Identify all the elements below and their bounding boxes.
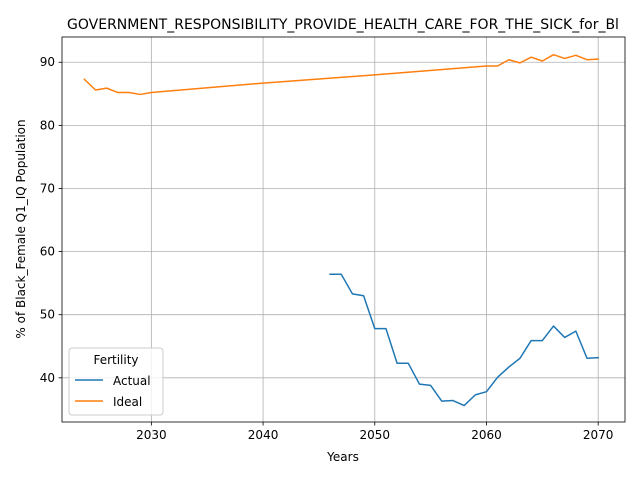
chart-title: GOVERNMENT_RESPONSIBILITY_PROVIDE_HEALTH… [67, 17, 619, 33]
legend-label-actual: Actual [113, 374, 151, 388]
x-tick-label: 2040 [248, 428, 279, 442]
legend: Fertility Actual Ideal [68, 347, 164, 416]
y-tick-label: 60 [40, 245, 55, 259]
x-tick-label: 2070 [583, 428, 614, 442]
x-tick-label: 2060 [471, 428, 502, 442]
plot-frame [61, 36, 626, 423]
y-tick-label: 40 [40, 371, 55, 385]
y-tick-label: 50 [40, 308, 55, 322]
x-tick-label: 2050 [360, 428, 391, 442]
x-tick-label: 2030 [136, 428, 167, 442]
series-line-ideal [83, 53, 599, 96]
y-tick-label: 90 [40, 55, 55, 69]
axis-ticks: 2030 2040 2050 2060 2070 40 50 60 70 80 90 [40, 55, 614, 442]
y-tick-label: 80 [40, 118, 55, 132]
legend-frame [68, 347, 164, 416]
y-axis-label: % of Black_Female Q1_IQ Population [14, 119, 28, 338]
series-line-actual [329, 273, 599, 407]
x-axis-label: Years [326, 450, 359, 464]
y-tick-label: 70 [40, 181, 55, 195]
series-lines [83, 53, 599, 407]
legend-title: Fertility [93, 353, 138, 367]
legend-label-ideal: Ideal [113, 395, 142, 409]
